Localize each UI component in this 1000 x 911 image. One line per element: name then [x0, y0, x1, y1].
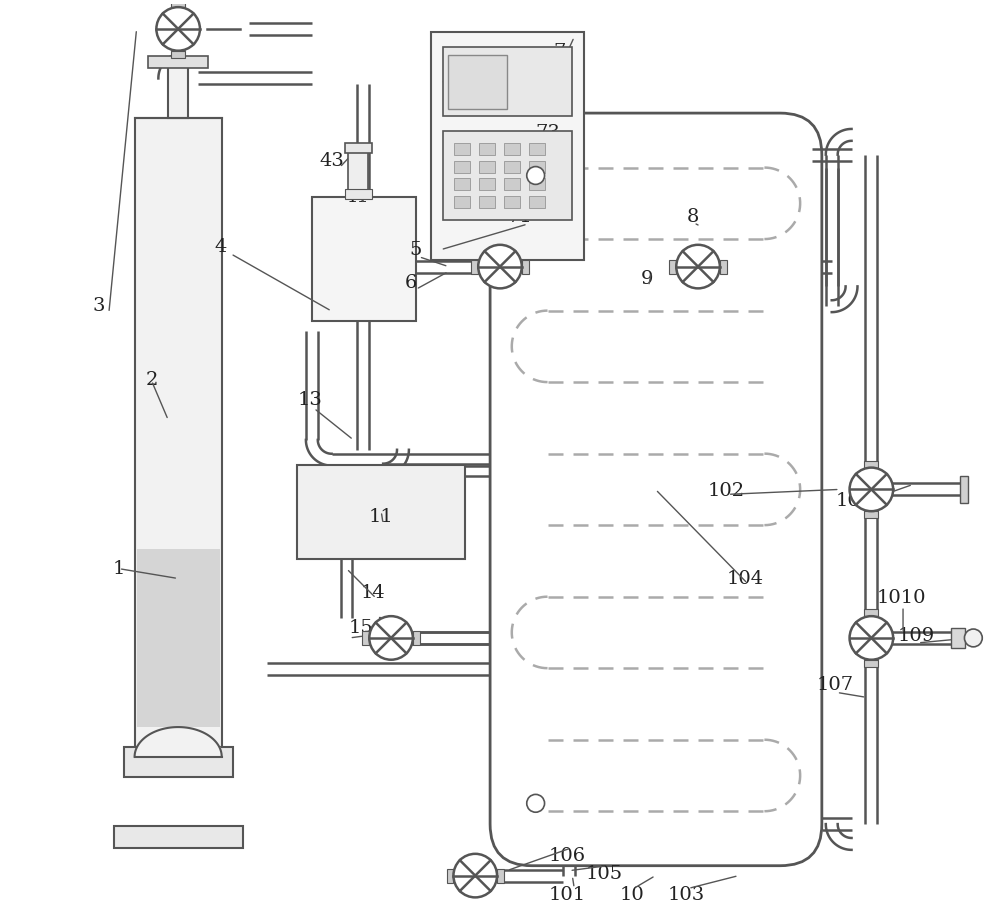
Bar [669, 260, 676, 273]
Bar [345, 189, 372, 200]
Circle shape [676, 245, 720, 289]
Text: 104: 104 [727, 569, 764, 588]
Text: 107: 107 [816, 677, 853, 694]
Text: 1010: 1010 [876, 589, 926, 608]
Bar [362, 631, 369, 645]
Bar [479, 143, 495, 155]
Circle shape [964, 629, 982, 647]
Bar [454, 196, 470, 208]
Circle shape [369, 616, 413, 660]
Text: 8: 8 [687, 208, 699, 226]
Bar [168, 64, 188, 118]
Bar [171, 0, 185, 7]
Text: 5: 5 [410, 241, 422, 259]
Bar [454, 143, 470, 155]
Bar [114, 826, 243, 848]
Bar [348, 148, 368, 198]
Bar [529, 179, 545, 190]
Text: 1: 1 [113, 559, 125, 578]
Bar [443, 46, 572, 116]
Text: 102: 102 [707, 483, 744, 500]
Bar [864, 609, 878, 616]
Bar [345, 143, 372, 153]
Bar [135, 118, 222, 757]
Bar [529, 143, 545, 155]
Circle shape [478, 245, 522, 289]
Bar [297, 465, 465, 558]
Bar [504, 196, 520, 208]
Text: 72: 72 [535, 82, 560, 100]
Bar [148, 56, 208, 67]
Bar [124, 747, 233, 776]
Bar [479, 196, 495, 208]
Text: 73: 73 [535, 124, 560, 142]
Text: 6: 6 [405, 274, 417, 292]
Bar [413, 631, 420, 645]
Bar [529, 160, 545, 172]
FancyBboxPatch shape [490, 113, 822, 865]
Bar [864, 511, 878, 518]
Bar [471, 260, 478, 273]
Bar [504, 179, 520, 190]
Circle shape [850, 616, 893, 660]
Text: 14: 14 [361, 584, 386, 602]
Bar [522, 260, 529, 273]
Bar [137, 548, 220, 727]
Text: 9: 9 [640, 271, 653, 289]
Text: 103: 103 [668, 886, 705, 905]
Text: 3: 3 [93, 297, 105, 315]
Bar [497, 869, 504, 883]
Circle shape [850, 467, 893, 511]
Bar [312, 198, 416, 321]
Text: 15: 15 [349, 619, 374, 637]
Bar [443, 131, 572, 220]
Bar [951, 628, 965, 648]
Circle shape [527, 794, 545, 813]
Bar [864, 660, 878, 667]
Bar [504, 160, 520, 172]
Text: 71: 71 [507, 208, 532, 226]
Text: 101: 101 [549, 886, 586, 905]
Circle shape [453, 854, 497, 897]
Bar [431, 32, 584, 260]
Text: 11: 11 [369, 508, 394, 527]
Text: 43: 43 [319, 151, 344, 169]
Circle shape [527, 167, 545, 184]
Text: 41: 41 [344, 189, 369, 206]
Text: 105: 105 [585, 865, 623, 883]
Text: 106: 106 [549, 847, 586, 865]
Text: 10: 10 [619, 886, 644, 905]
Bar [454, 179, 470, 190]
Bar [171, 51, 185, 57]
Bar [447, 869, 453, 883]
Bar [529, 196, 545, 208]
Circle shape [156, 7, 200, 51]
Bar [960, 476, 968, 503]
Text: 7: 7 [553, 43, 566, 61]
Text: 13: 13 [297, 392, 322, 409]
Bar [504, 143, 520, 155]
Bar [454, 160, 470, 172]
Text: 108: 108 [836, 492, 873, 510]
Text: 2: 2 [145, 372, 158, 390]
Text: 109: 109 [897, 627, 935, 645]
Bar [448, 55, 507, 109]
Bar [479, 160, 495, 172]
Text: 4: 4 [215, 238, 227, 256]
Bar [864, 461, 878, 467]
Bar [720, 260, 727, 273]
Bar [479, 179, 495, 190]
